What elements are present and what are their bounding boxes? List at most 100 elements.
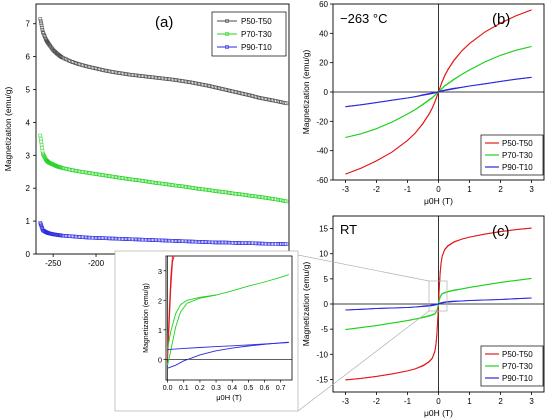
x-axis-label: μ0H (T) bbox=[424, 408, 453, 418]
legend-marker bbox=[225, 45, 229, 49]
y-tick-label: 5 bbox=[26, 86, 31, 95]
x-tick-label: 2 bbox=[498, 397, 503, 406]
legend-entry: P50-T50 bbox=[502, 350, 533, 359]
data-point bbox=[284, 101, 289, 106]
data-point bbox=[41, 151, 45, 156]
legend-marker bbox=[225, 32, 229, 36]
series-P90-T10 bbox=[38, 221, 289, 246]
inset-connector bbox=[297, 254, 448, 412]
y-tick-label: 6 bbox=[26, 53, 31, 62]
x-axis-label: μ0H (T) bbox=[216, 393, 242, 402]
legend-entry: P50-T50 bbox=[241, 17, 272, 26]
x-tick-label: -1 bbox=[404, 397, 412, 406]
y-tick-label: -5 bbox=[321, 325, 329, 334]
legend-entry: P70-T30 bbox=[502, 362, 533, 371]
y-tick-label: 0 bbox=[26, 250, 31, 259]
data-point bbox=[38, 136, 43, 141]
series-P70-T30 bbox=[38, 133, 289, 204]
x-tick-label: 0.5 bbox=[244, 385, 254, 392]
x-axis-label: μ0H (T) bbox=[424, 196, 453, 206]
data-point bbox=[284, 199, 289, 204]
x-tick-label: 0 bbox=[436, 185, 441, 194]
y-tick-label: 3 bbox=[26, 151, 31, 160]
zoom-connector-line bbox=[297, 254, 430, 282]
x-tick-label: 0.2 bbox=[195, 385, 205, 392]
y-tick-label: -60 bbox=[316, 176, 328, 185]
zoom-connector-line bbox=[297, 310, 430, 412]
y-tick-label: 10 bbox=[319, 250, 328, 259]
legend-entry: P90-T10 bbox=[502, 163, 533, 172]
legend-entry: P50-T50 bbox=[502, 139, 533, 148]
x-tick-label: -3 bbox=[342, 185, 350, 194]
inset-curves bbox=[167, 256, 289, 369]
x-tick-label: 0.1 bbox=[179, 385, 189, 392]
series-line-return-P90-T10 bbox=[345, 76, 532, 108]
data-point bbox=[39, 21, 43, 25]
y-tick-label: 3 bbox=[158, 267, 162, 276]
panel-b: -3 -2 -1 0 1 2 3 -60 -40 -20 0 20 40 60 μ0H (T) Magneti… bbox=[301, 0, 545, 206]
x-tick-label: -2 bbox=[373, 397, 381, 406]
series-P50-T50 bbox=[38, 17, 289, 106]
legend-entry: P90-T10 bbox=[502, 374, 533, 383]
data-point bbox=[284, 242, 289, 246]
panel-label: (a) bbox=[155, 14, 173, 31]
x-tick-label: 0.7 bbox=[276, 385, 286, 392]
legend-entry: P90-T10 bbox=[241, 43, 272, 52]
data-point bbox=[38, 133, 43, 138]
legend-marker bbox=[225, 19, 229, 23]
y-tick-label: 20 bbox=[319, 59, 328, 68]
y-tick-label: 15 bbox=[319, 225, 328, 234]
x-tick-label: 1 bbox=[467, 397, 472, 406]
panel-a: -250-200-150-100-50001234567Temperature … bbox=[3, 3, 290, 280]
y-tick-label: 0 bbox=[324, 88, 329, 97]
y-axis-label: Magnetization (emu/g) bbox=[301, 50, 311, 135]
x-tick-label: 0.4 bbox=[227, 385, 237, 392]
x-tick-label: -2 bbox=[373, 185, 381, 194]
data-point bbox=[39, 23, 44, 28]
series-line-return-P70-T30 bbox=[167, 294, 217, 350]
data-point bbox=[40, 25, 44, 30]
panel-inset: 0.0 0.1 0.2 0.3 0.4 0.5 0.6 0.7 0 1 2 3 μ0H (T) Magne… bbox=[114, 250, 299, 412]
x-tick-label: -250 bbox=[45, 259, 62, 268]
data-point bbox=[42, 154, 46, 158]
temperature-label: −263 °C bbox=[340, 11, 387, 26]
y-tick-label: 60 bbox=[319, 0, 328, 9]
zoom-region-box bbox=[428, 280, 448, 312]
x-tick-label: 3 bbox=[529, 185, 534, 194]
panel-label: (b) bbox=[492, 11, 510, 28]
legend-entry: P70-T30 bbox=[241, 30, 272, 39]
legend: P50-T50 P70-T30 P90-T10 bbox=[480, 345, 544, 387]
y-tick-label: -15 bbox=[316, 375, 328, 384]
x-tick-label: 2 bbox=[498, 185, 503, 194]
inset-background bbox=[114, 250, 299, 412]
x-tick-label: 1 bbox=[467, 185, 472, 194]
data-point bbox=[38, 19, 43, 23]
legend: P50-T50 P70-T30 P90-T10 bbox=[480, 134, 544, 176]
legend: P50-T50 P70-T30 P90-T10 bbox=[211, 11, 287, 57]
legend-entry: P70-T30 bbox=[502, 151, 533, 160]
x-tick-label: -1 bbox=[404, 185, 412, 194]
y-tick-label: 1 bbox=[158, 326, 162, 335]
series-line-return-P50-T50 bbox=[167, 256, 175, 351]
y-tick-label: 0 bbox=[158, 355, 162, 364]
x-tick-label: -3 bbox=[342, 397, 350, 406]
data-point bbox=[40, 28, 45, 32]
y-tick-label: 5 bbox=[324, 275, 329, 284]
y-axis-label: Magnetization (emu/g) bbox=[143, 283, 150, 353]
y-tick-label: 4 bbox=[26, 118, 31, 127]
x-tick-label: -200 bbox=[88, 259, 105, 268]
x-tick-label: 0.3 bbox=[211, 385, 221, 392]
y-tick-label: 0 bbox=[324, 300, 329, 309]
x-tick-label: 3 bbox=[529, 397, 534, 406]
data-point bbox=[39, 142, 44, 147]
series-line-return-P90-T10 bbox=[345, 297, 532, 311]
y-tick-label: -20 bbox=[316, 117, 328, 126]
y-tick-label: 40 bbox=[319, 29, 328, 38]
x-tick-label: 0.0 bbox=[163, 385, 173, 392]
y-axis-label: Magnetization (emu/g) bbox=[3, 87, 13, 172]
y-tick-label: -40 bbox=[316, 147, 328, 156]
data-point bbox=[40, 148, 45, 153]
data-point bbox=[38, 17, 43, 21]
